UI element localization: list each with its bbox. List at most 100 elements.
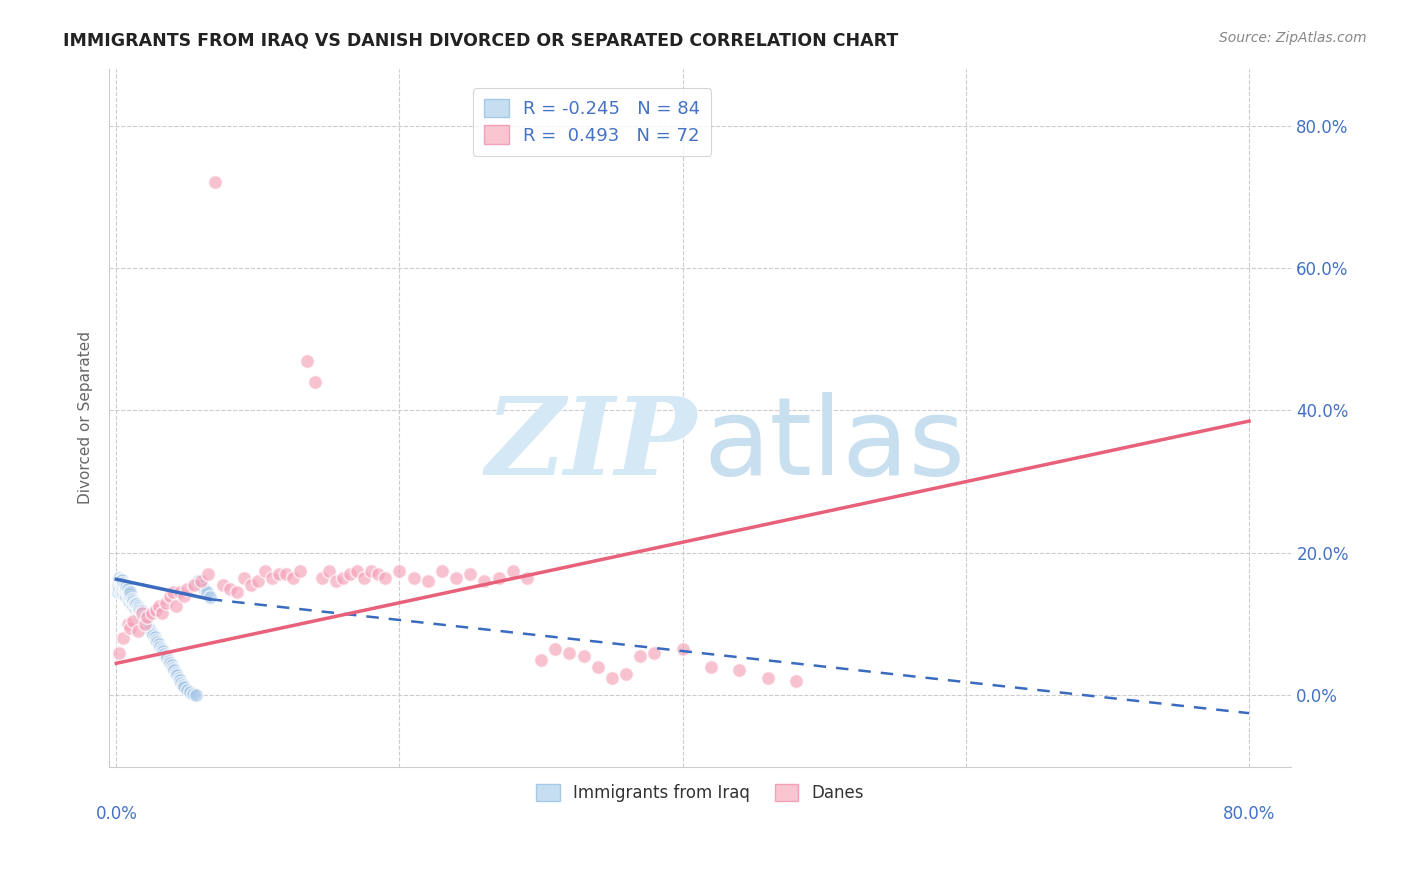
Point [122,614,145,628]
Point [163,664,186,678]
Point [544,642,567,657]
Point [193,582,215,596]
Point [183,578,205,592]
Point [211,578,233,592]
Point [127,624,149,639]
Point [253,564,276,578]
Point [176,582,198,596]
Point [124,601,146,615]
Point [129,603,152,617]
Point [156,651,179,665]
Point [111,575,134,590]
Point [115,582,138,597]
Point [150,607,173,621]
Point [198,590,221,604]
Point [628,649,651,664]
Point [136,618,159,632]
Point [173,589,195,603]
Point [232,571,254,585]
Point [530,653,553,667]
Point [112,575,135,590]
Point [276,567,298,582]
Point [160,658,183,673]
Point [110,585,132,599]
Point [181,687,204,701]
Point [124,596,146,610]
Point [159,589,181,603]
Point [187,574,209,589]
Point [132,611,155,625]
Text: 80.0%: 80.0% [1223,805,1275,823]
Point [131,604,153,618]
Point [146,635,169,649]
Point [170,675,193,690]
Point [204,176,226,190]
Point [107,578,129,592]
Point [165,599,187,614]
Point [108,582,131,596]
Point [672,642,695,657]
Point [118,587,141,601]
Point [311,571,333,585]
Point [157,654,180,668]
Point [190,578,212,592]
Point [121,597,143,611]
Point [150,642,173,657]
Point [643,646,665,660]
Point [239,578,262,592]
Point [138,621,160,635]
Point [586,660,609,674]
Y-axis label: Divorced or Separated: Divorced or Separated [79,331,93,504]
Point [118,594,141,608]
Point [700,660,723,674]
Point [346,564,368,578]
Point [120,621,142,635]
Point [325,574,347,589]
Point [134,614,156,628]
Point [110,578,132,592]
Point [121,592,143,607]
Point [128,607,150,621]
Point [516,571,538,585]
Point [108,574,131,589]
Point [114,582,136,597]
Point [127,599,149,614]
Point [120,596,142,610]
Point [572,649,595,664]
Point [172,678,194,692]
Point [148,599,170,614]
Point [502,564,524,578]
Point [176,682,198,697]
Point [195,585,218,599]
Point [134,617,156,632]
Point [332,571,354,585]
Text: 0.0%: 0.0% [96,805,138,823]
Point [166,668,188,682]
Point [131,607,153,621]
Point [785,674,807,689]
Point [108,571,131,585]
Point [416,574,439,589]
Point [142,628,165,642]
Point [149,640,172,654]
Point [112,632,135,646]
Point [125,603,148,617]
Point [184,689,207,703]
Text: ZIP: ZIP [485,392,697,499]
Point [117,617,139,632]
Point [614,667,637,681]
Point [122,594,145,608]
Point [152,644,174,658]
Point [135,615,157,630]
Point [558,646,581,660]
Point [129,608,152,623]
Point [173,680,195,694]
Point [120,590,142,604]
Point [167,671,190,685]
Point [246,574,269,589]
Point [122,599,145,614]
Point [107,585,129,599]
Point [112,580,135,594]
Point [114,589,136,603]
Text: IMMIGRANTS FROM IRAQ VS DANISH DIVORCED OR SEPARATED CORRELATION CHART: IMMIGRANTS FROM IRAQ VS DANISH DIVORCED … [63,31,898,49]
